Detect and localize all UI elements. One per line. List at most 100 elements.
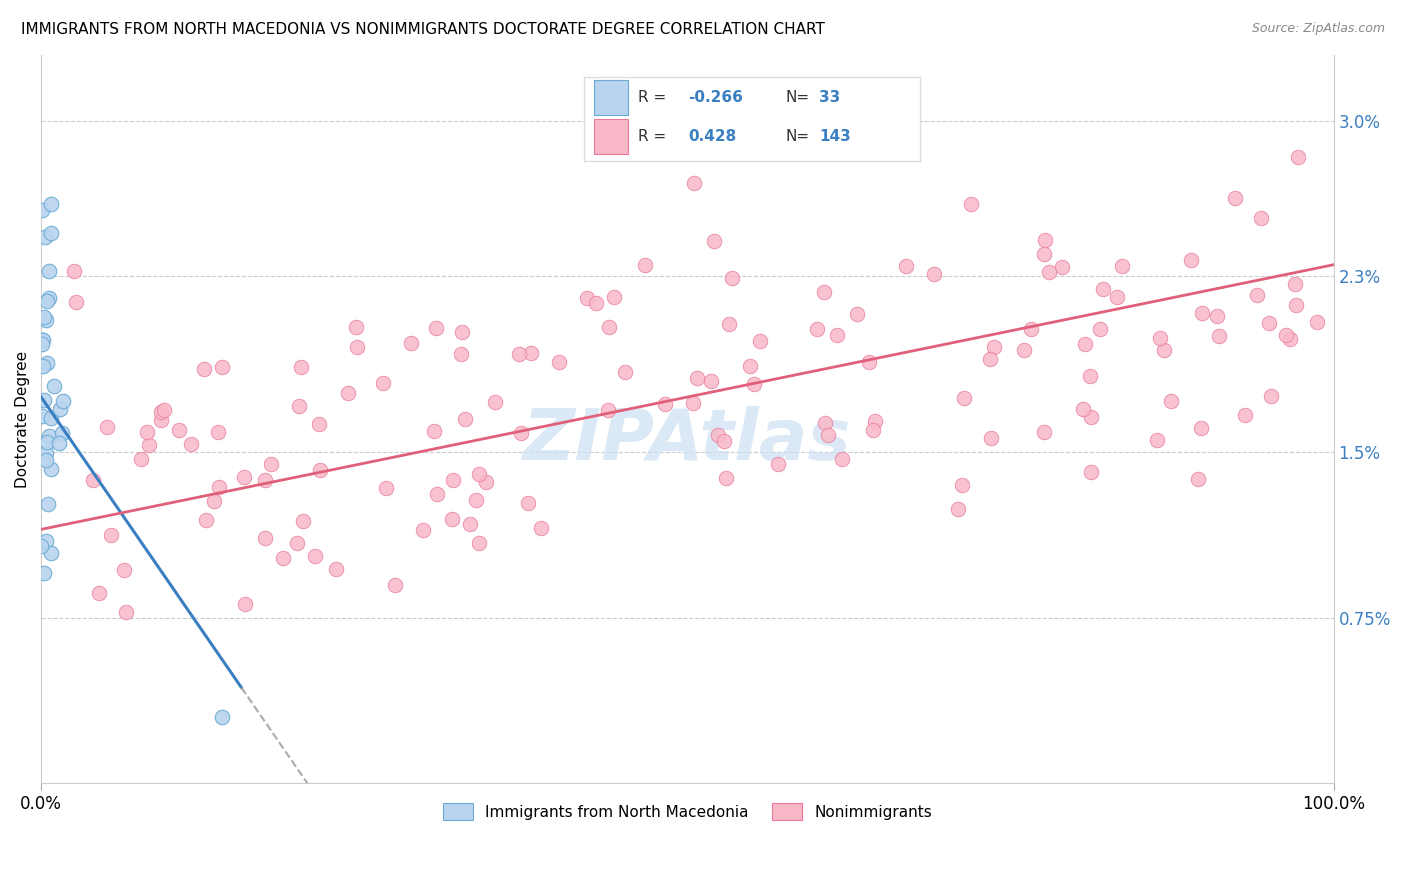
Point [35,434,58,449]
Point [34,313,56,327]
Point [863,414,886,428]
Point [371,376,394,391]
Point [1105,290,1128,304]
Point [32,392,55,407]
Point [82,473,104,487]
Point [1223,191,1246,205]
Point [288,399,311,413]
Point [1250,211,1272,225]
Point [425,321,447,335]
Point [1208,328,1230,343]
Point [1233,408,1256,422]
Point [51,425,73,440]
Point [596,403,619,417]
Point [613,365,636,379]
Point [337,385,360,400]
Point [235,598,257,612]
Point [683,176,706,190]
Point [952,478,974,492]
Point [806,321,828,335]
Point [441,512,464,526]
Point [31,202,53,217]
Point [1191,306,1213,320]
Point [32,359,55,374]
Point [585,296,607,310]
Point [1071,401,1094,416]
Point [153,403,176,417]
Point [1050,260,1073,274]
Point [703,234,725,248]
Point [52,394,75,409]
Point [37,356,59,370]
Point [292,514,315,528]
Point [1033,233,1056,247]
Point [31,409,53,424]
Point [1153,343,1175,357]
Point [1149,331,1171,345]
Point [530,520,553,534]
Point [232,470,254,484]
Point [468,467,491,481]
Point [35,533,58,548]
Point [744,376,766,391]
Point [1306,315,1329,329]
Point [35,446,58,460]
Point [707,428,730,442]
Point [1275,328,1298,343]
Point [374,481,396,495]
Point [112,564,135,578]
Point [31,333,53,347]
Point [96,420,118,434]
Point [136,425,159,439]
Point [766,457,789,471]
Point [1078,368,1101,383]
Point [180,436,202,450]
Point [167,423,190,437]
Point [308,417,330,431]
Point [1205,309,1227,323]
Point [32,333,55,347]
Point [30,539,52,553]
Point [983,340,1005,354]
Point [39,411,62,425]
Point [423,424,446,438]
Point [38,291,60,305]
Point [1284,277,1306,292]
Point [1088,322,1111,336]
Point [150,413,173,427]
Point [325,562,347,576]
Point [896,259,918,273]
Point [475,475,498,490]
Point [39,546,62,560]
Point [1260,389,1282,403]
Point [450,325,472,339]
Point [1285,298,1308,312]
Point [845,307,868,321]
Point [35,293,58,308]
Point [700,374,723,388]
Text: ZIPAtlas: ZIPAtlas [523,407,852,475]
Point [195,513,218,527]
Point [426,487,449,501]
Point [32,310,55,324]
Point [817,427,839,442]
Point [149,405,172,419]
Point [516,496,538,510]
Point [1286,150,1309,164]
Point [831,452,853,467]
Point [713,434,735,448]
Point [63,264,86,278]
Point [309,463,332,477]
Point [825,328,848,343]
Point [39,197,62,211]
Point [454,412,477,426]
Point [980,431,1002,445]
Point [1180,252,1202,267]
Point [34,230,56,244]
Point [441,473,464,487]
Point [39,462,62,476]
Point [510,425,533,440]
Point [211,710,233,724]
Point [304,549,326,563]
Point [814,416,837,430]
